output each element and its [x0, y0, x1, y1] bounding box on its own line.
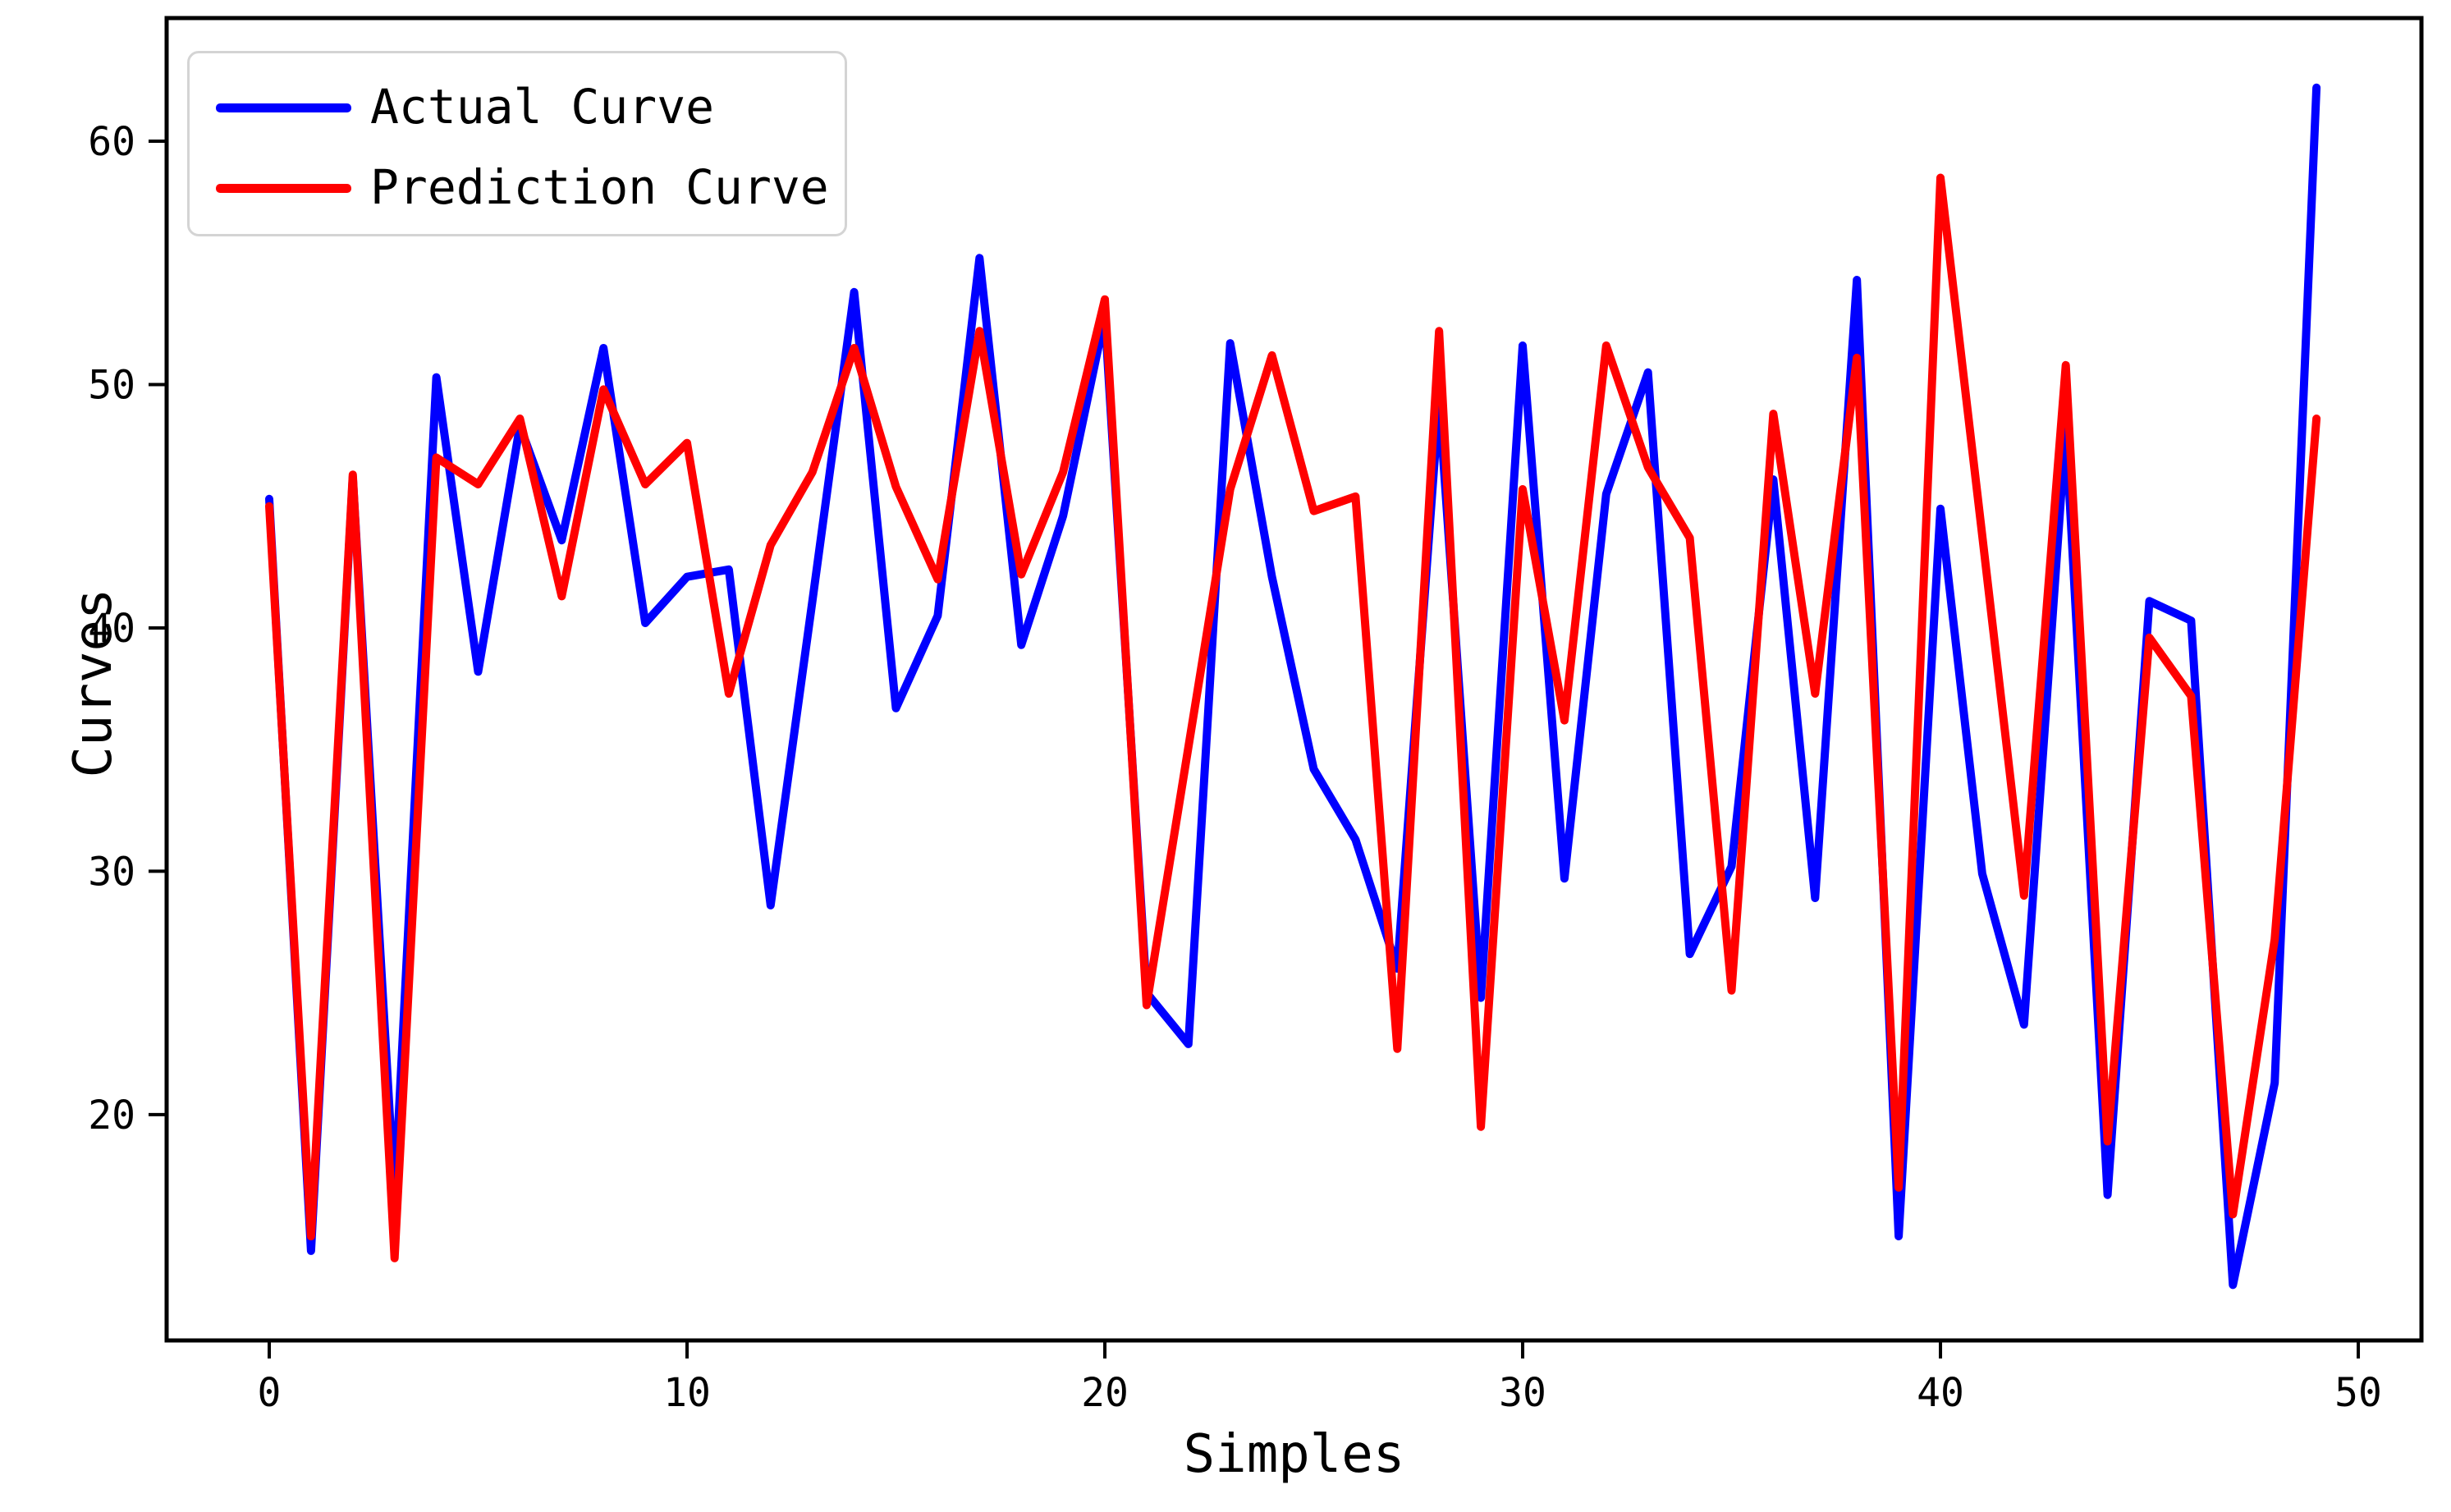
x-axis-label: Simples [1183, 1424, 1405, 1485]
legend-item-actual: Actual Curve [190, 79, 845, 135]
x-tick-label: 50 [2334, 1370, 2382, 1416]
prediction-curve-swatch [216, 184, 351, 193]
x-tick-label: 20 [1081, 1370, 1129, 1416]
y-axis-label: Curves [63, 588, 124, 778]
actual-curve-line [265, 83, 2321, 1290]
actual-curve-swatch [216, 103, 351, 112]
legend-item-prediction: Prediction Curve [190, 159, 845, 215]
x-tick-label: 0 [258, 1370, 282, 1416]
plot-spines [164, 16, 2424, 1343]
y-tick-label: 40 [88, 606, 135, 652]
legend-label-actual: Actual Curve [370, 79, 715, 135]
y-tick-label: 50 [88, 362, 135, 408]
x-tick-label: 30 [1499, 1370, 1546, 1416]
x-tick-label: 10 [663, 1370, 711, 1416]
legend: Actual Curve Prediction Curve [187, 51, 847, 236]
y-tick-label: 60 [88, 119, 135, 165]
y-tick-label: 30 [88, 849, 135, 895]
prediction-curve-line [265, 173, 2321, 1262]
x-tick-label: 40 [1917, 1370, 1964, 1416]
y-tick-label: 20 [88, 1093, 135, 1139]
legend-label-prediction: Prediction Curve [370, 159, 829, 215]
